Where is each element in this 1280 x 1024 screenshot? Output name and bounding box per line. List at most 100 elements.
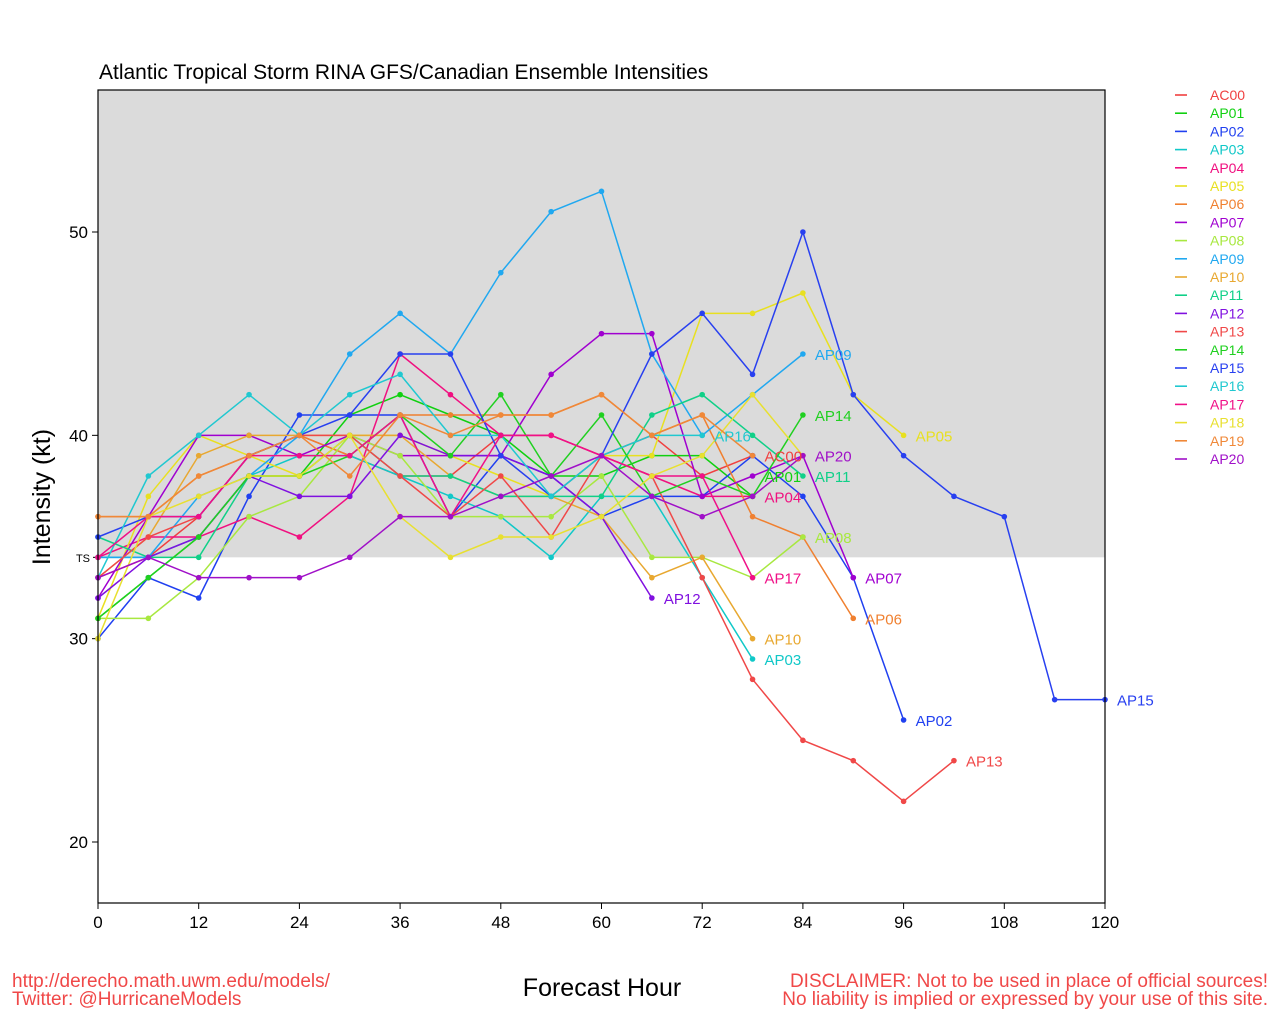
y-axis-ticks: 20 30 40 50: [69, 223, 98, 852]
data-point: [749, 452, 756, 459]
data-point: [548, 513, 554, 520]
data-point: [850, 615, 857, 622]
x-tick-label: 36: [391, 913, 410, 932]
end-label-ap05: AP05: [916, 428, 953, 445]
data-point: [296, 534, 303, 540]
data-point: [699, 432, 705, 439]
data-point: [900, 798, 907, 805]
data-point: [900, 452, 907, 459]
data-point: [1051, 696, 1058, 703]
data-point: [246, 452, 252, 459]
legend-label: AP16: [1210, 378, 1244, 394]
data-point: [447, 452, 454, 459]
data-point: [397, 371, 403, 378]
x-tick-label: 96: [894, 913, 913, 932]
end-label-ap01: AP01: [765, 469, 802, 486]
data-point: [346, 473, 353, 479]
data-point: [397, 473, 403, 479]
data-point: [246, 513, 252, 520]
y-tick-label: 50: [69, 223, 88, 242]
ts-threshold-shade: [98, 90, 1105, 558]
end-label-ap13: AP13: [966, 754, 1003, 771]
legend-label: AP11: [1210, 287, 1243, 303]
footer-url: http://derecho.math.uwm.edu/models/: [12, 971, 331, 992]
data-point: [548, 432, 554, 439]
legend-label: AP14: [1210, 342, 1244, 358]
series-line: [98, 393, 754, 518]
series-ap20: [95, 452, 806, 581]
data-point: [498, 432, 504, 439]
data-point: [800, 737, 806, 744]
data-point: [145, 534, 152, 540]
legend-label: AP01: [1210, 105, 1244, 121]
series-line: [97, 434, 653, 599]
data-point: [397, 432, 403, 439]
end-label-ap06: AP06: [865, 611, 902, 628]
data-point: [548, 473, 554, 479]
legend-label: AP19: [1210, 433, 1244, 449]
data-point: [346, 432, 353, 439]
data-point: [447, 473, 454, 479]
data-point: [447, 412, 454, 418]
data-point: [548, 371, 554, 378]
data-point: [397, 310, 403, 317]
data-point: [598, 473, 605, 479]
end-label-ap07: AP07: [865, 571, 902, 588]
y-tick-label: 40: [69, 426, 88, 445]
legend-label: AP20: [1210, 451, 1244, 467]
data-point: [951, 757, 957, 764]
legend-item-ap03: AP03: [1175, 142, 1244, 158]
legend-label: AP06: [1210, 196, 1244, 212]
data-point: [699, 391, 705, 398]
legend-item-ap01: AP01: [1175, 105, 1244, 121]
data-point: [397, 391, 403, 398]
x-tick-label: 60: [592, 913, 611, 932]
ts-shade-region: [98, 90, 1105, 558]
y-axis-label: Intensity (kt): [28, 429, 56, 565]
data-point: [346, 554, 353, 561]
end-label-ap10: AP10: [765, 632, 802, 649]
x-tick-label: 84: [793, 913, 812, 932]
x-axis-ticks: 0 12 24 36 48 60 72 84 96 108 120: [93, 903, 1119, 932]
data-point: [195, 493, 202, 500]
data-point: [296, 493, 303, 500]
end-label-ap20: AP20: [815, 449, 852, 466]
legend-label: AP12: [1210, 305, 1244, 321]
legend-item-ap09: AP09: [1175, 251, 1244, 267]
legend-item-ap02: AP02: [1175, 123, 1244, 139]
plot-frame: [97, 89, 1106, 904]
footer-disclaimer-line2: No liability is implied or expressed by …: [782, 989, 1268, 1010]
data-point: [649, 574, 655, 581]
legend-label: AC00: [1210, 87, 1245, 103]
data-point: [145, 554, 152, 561]
series-line: [97, 413, 754, 578]
end-label-ap02: AP02: [916, 713, 953, 730]
legend-item-ap04: AP04: [1175, 160, 1244, 176]
x-tick-label: 72: [693, 913, 712, 932]
data-point: [195, 473, 202, 479]
data-point: [246, 493, 252, 500]
data-point: [900, 717, 907, 723]
data-point: [447, 554, 454, 561]
data-point: [296, 412, 303, 418]
data-point: [749, 656, 756, 662]
legend-item-ap11: AP11: [1175, 287, 1243, 303]
data-point: [800, 493, 806, 500]
end-label-ac00: AC00: [765, 449, 803, 466]
data-point: [749, 473, 756, 479]
data-point: [850, 757, 857, 764]
legend-label: AP18: [1210, 415, 1244, 431]
data-point: [598, 330, 605, 337]
end-label-ap14: AP14: [815, 408, 852, 425]
data-point: [749, 574, 756, 581]
data-point: [498, 269, 504, 276]
data-point: [699, 412, 705, 418]
x-tick-label: 108: [990, 913, 1018, 932]
data-point: [296, 574, 303, 581]
data-point: [800, 351, 806, 357]
end-label-ap11: AP11: [815, 469, 851, 486]
x-tick-label: 12: [189, 913, 208, 932]
data-point: [498, 473, 504, 479]
data-point: [649, 452, 655, 459]
